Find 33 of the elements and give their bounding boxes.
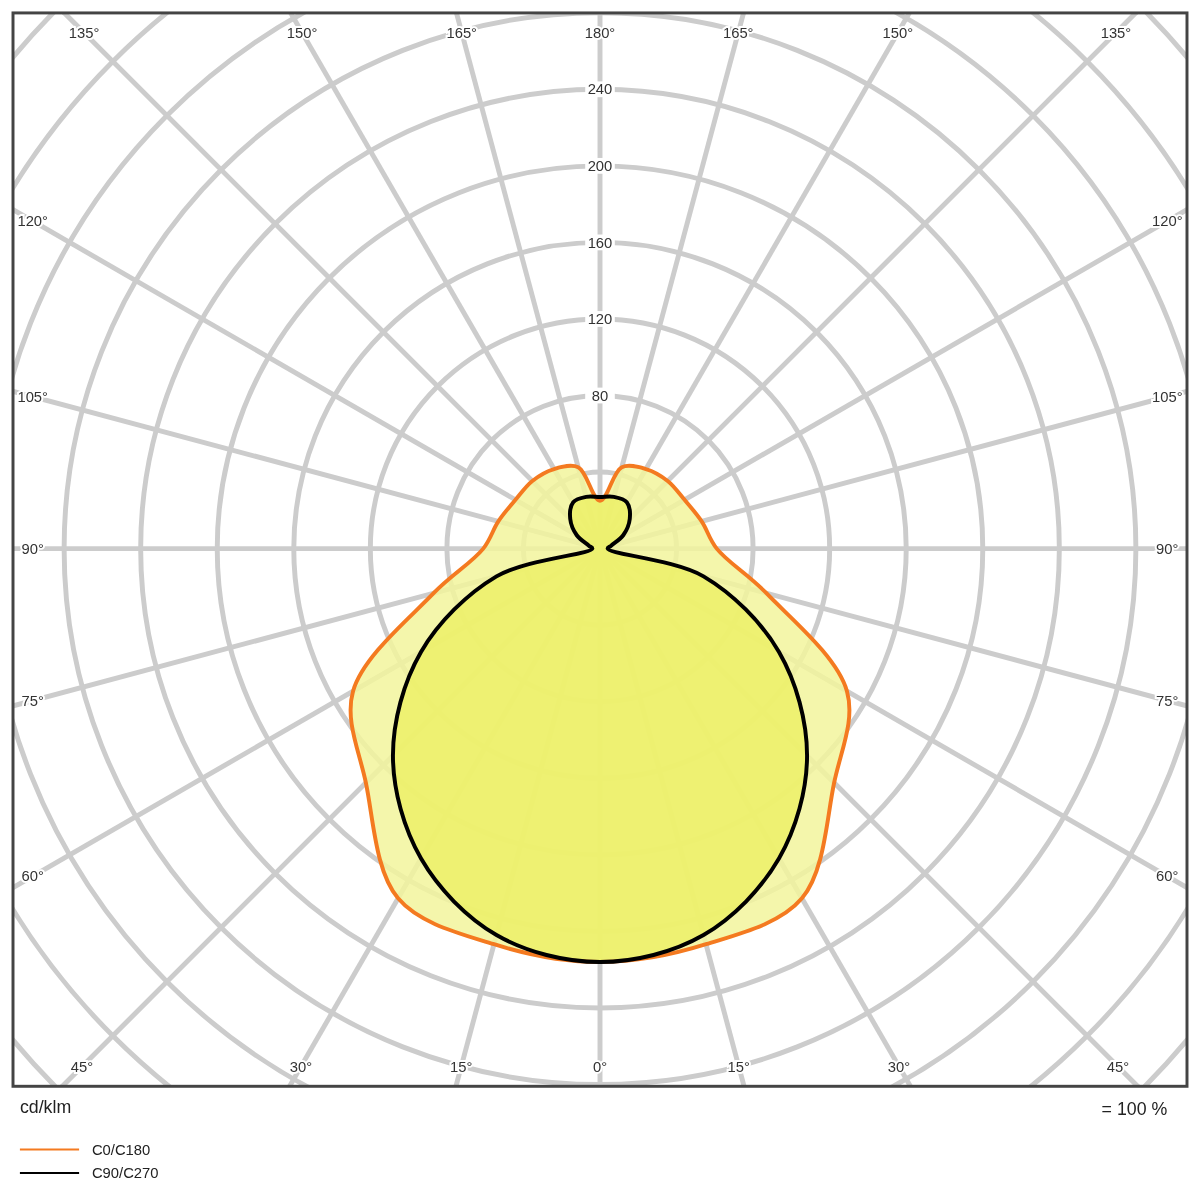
spoke-label: 150° <box>882 24 914 41</box>
spoke-label: 120° <box>1151 213 1183 230</box>
spoke-label: 15° <box>450 1058 473 1075</box>
spoke-label: 0° <box>592 1058 608 1075</box>
spoke-label: 105° <box>1151 388 1183 405</box>
y-tick-label: 200 <box>587 158 613 175</box>
y-tick-label: 80 <box>591 387 609 404</box>
spoke-label: 135° <box>68 24 100 41</box>
spoke-label: 75° <box>21 692 44 709</box>
y-tick-label: 240 <box>587 81 613 98</box>
spoke-label: 165° <box>722 24 754 41</box>
y-tick-label: 120 <box>587 311 613 328</box>
spoke-label: 60° <box>21 868 44 885</box>
legend-label: C90/C270 <box>91 1165 159 1182</box>
legend-label: C0/C180 <box>91 1141 151 1158</box>
spoke-label: 165° <box>446 24 478 41</box>
spoke-label: 75° <box>1156 692 1179 709</box>
text: cd/klm <box>19 1096 72 1117</box>
spoke-label: 30° <box>887 1058 911 1075</box>
spoke-label: 45° <box>70 1058 94 1075</box>
spoke-label: 90° <box>21 540 44 557</box>
spoke-label: 45° <box>1106 1058 1130 1075</box>
spoke-label: 60° <box>1156 868 1179 885</box>
spoke-label: 105° <box>17 388 49 405</box>
y-tick-label: 160 <box>587 234 613 251</box>
spoke-label: 30° <box>289 1058 313 1075</box>
text: = 100 % <box>1101 1098 1168 1119</box>
spoke-label: 120° <box>17 213 49 230</box>
spoke-label: 90° <box>1156 540 1179 557</box>
spoke-label: 15° <box>727 1058 751 1075</box>
spoke-label: 180° <box>584 24 616 41</box>
spoke-label: 150° <box>286 24 318 41</box>
spoke-label: 135° <box>1100 24 1132 41</box>
